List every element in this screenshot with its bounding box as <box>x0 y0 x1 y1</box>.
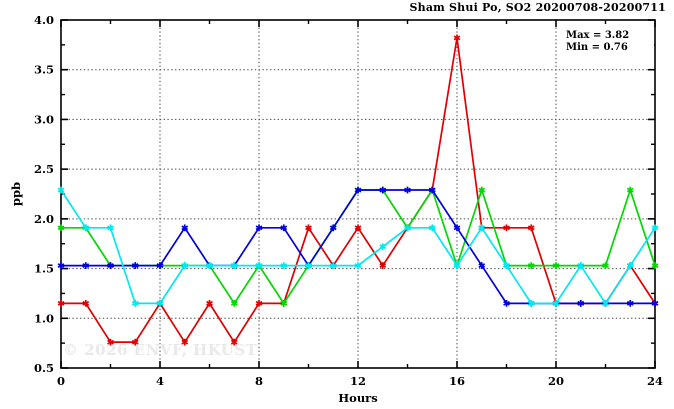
data-series <box>57 34 659 346</box>
svg-text:4.0: 4.0 <box>34 13 54 27</box>
axis-tick-labels: 0.5 1.0 1.5 2.0 2.5 3.0 3.5 4.0 0 4 8 12 16 20 24 <box>34 13 663 388</box>
svg-text:4: 4 <box>156 374 164 388</box>
series-day2 <box>57 186 659 307</box>
axis-ticks <box>60 19 656 369</box>
x-axis-label: Hours <box>338 391 377 405</box>
svg-text:24: 24 <box>647 374 663 388</box>
chart-title: Sham Shui Po, SO2 20200708-20200711 <box>409 1 666 14</box>
series-day3 <box>57 186 659 307</box>
svg-text:0.5: 0.5 <box>34 361 54 375</box>
svg-text:1.0: 1.0 <box>34 311 54 325</box>
svg-text:1.5: 1.5 <box>34 262 54 276</box>
svg-text:20: 20 <box>548 374 564 388</box>
svg-text:16: 16 <box>449 374 465 388</box>
series-day4 <box>57 186 659 307</box>
svg-text:© 2026 ENVF, HKUST: © 2026 ENVF, HKUST <box>63 341 258 359</box>
gridlines <box>61 20 655 368</box>
svg-text:Min = 0.76: Min = 0.76 <box>566 42 628 53</box>
axis-frame <box>60 19 656 369</box>
svg-text:3.0: 3.0 <box>34 112 54 126</box>
y-axis-label: ppb <box>9 182 23 206</box>
svg-text:2.5: 2.5 <box>34 162 54 176</box>
svg-text:12: 12 <box>350 374 366 388</box>
watermark: © 2026 ENVF, HKUST <box>63 341 258 359</box>
svg-text:2.0: 2.0 <box>34 212 54 226</box>
svg-text:0: 0 <box>57 374 65 388</box>
svg-text:8: 8 <box>255 374 263 388</box>
svg-text:3.5: 3.5 <box>34 63 54 77</box>
svg-text:Max = 3.82: Max = 3.82 <box>566 30 629 41</box>
